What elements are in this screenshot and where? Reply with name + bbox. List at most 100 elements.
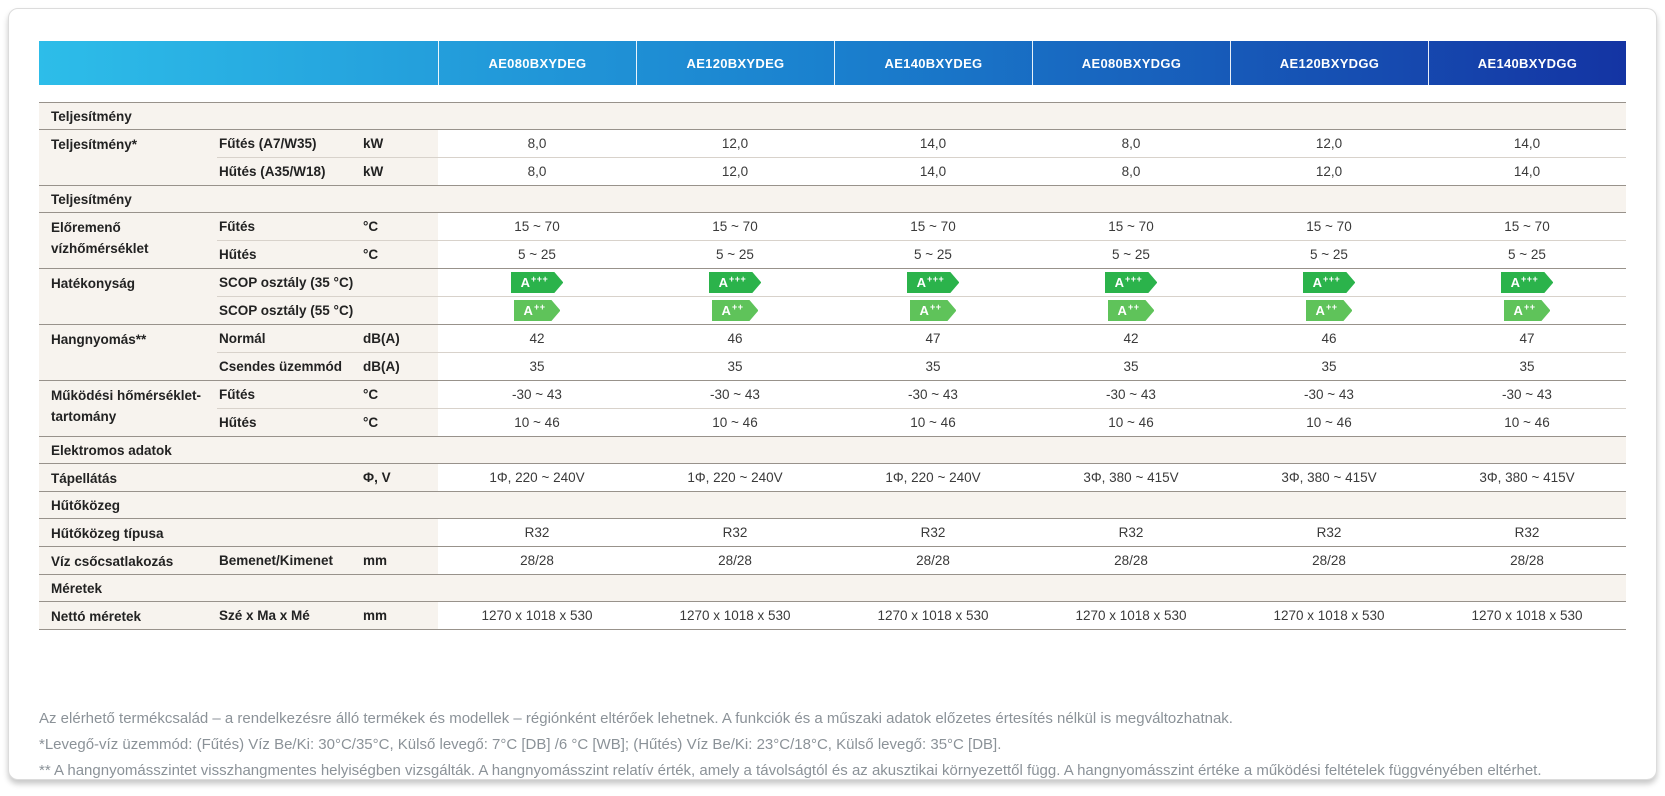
value-cell: 10 ~ 46 (1306, 415, 1352, 430)
section-label: Hűtőközeg (51, 497, 120, 513)
value-cell: 10 ~ 46 (910, 415, 956, 430)
value-cell: -30 ~ 43 (512, 387, 562, 402)
value-cell: 12,0 (721, 136, 749, 151)
spec-group: Hangnyomás** Normál dB(A) 42 46 47 42 46 47 Csend… (39, 324, 1626, 380)
value-cell: -30 ~ 43 (1502, 387, 1552, 402)
group-label: Hangnyomás** (39, 325, 217, 380)
value-cell: 10 ~ 46 (514, 415, 560, 430)
spec-row: Normál dB(A) 42 46 47 42 46 47 (217, 325, 1626, 352)
sub-label: Fűtés (217, 213, 363, 240)
spec-group: Teljesítmény* Fűtés (A7/W35) kW 8,0 12,0 14,0… (39, 129, 1626, 185)
sub-label: Bemenet/Kimenet (217, 547, 363, 574)
table-header: AE080BXYDEG AE120BXYDEG AE140BXYDEG AE080BX… (39, 41, 1626, 85)
spec-row: Bemenet/Kimenet mm 28/28 28/28 28/28 28/28 28/… (217, 547, 1626, 574)
value-cell: 12,0 (1315, 136, 1343, 151)
value-cell: 28/28 (520, 553, 554, 568)
section-label: Elektromos adatok (51, 442, 172, 458)
group-label: Hatékonyság (39, 269, 217, 324)
value-cell: 14,0 (1513, 136, 1541, 151)
unit-label (363, 269, 438, 296)
value-cell: 1270 x 1018 x 530 (1471, 608, 1583, 623)
energy-rating-badge: A +++ (1501, 272, 1554, 293)
value-cell: 46 (1321, 331, 1337, 346)
spec-group: Előremenő vízhőmérséklet Fűtés °C 15 ~ 70 15… (39, 212, 1626, 268)
sub-label: Csendes üzemmód (217, 353, 363, 380)
spec-row: Hűtés °C 5 ~ 25 5 ~ 25 5 ~ 25 5 ~ 25 5 ~ 25 5 ~… (217, 240, 1626, 268)
spec-row: Fűtés °C 15 ~ 70 15 ~ 70 15 ~ 70 15 ~ 70 15 ~ … (217, 213, 1626, 240)
unit-label: dB(A) (363, 325, 438, 352)
value-cell: 1270 x 1018 x 530 (679, 608, 791, 623)
spec-row: Fűtés (A7/W35) kW 8,0 12,0 14,0 8,0 12,0 14,0 (217, 130, 1626, 157)
value-cell: 3Φ, 380 ~ 415V (1083, 470, 1179, 485)
value-cell: 3Φ, 380 ~ 415V (1281, 470, 1377, 485)
spec-row: Szé x Ma x Mé mm 1270 x 1018 x 530 1270 x 1… (217, 602, 1626, 629)
footnotes: Az elérhető termékcsalád – a rendelkezés… (39, 706, 1626, 779)
sub-label: Fűtés (217, 381, 363, 408)
sub-label (217, 519, 363, 546)
spec-row: Hűtés (A35/W18) kW 8,0 12,0 14,0 8,0 12,0 14,0 (217, 157, 1626, 185)
section-row: Elektromos adatok (39, 436, 1626, 463)
group-label: Teljesítmény* (39, 130, 217, 185)
value-cell: 8,0 (527, 136, 547, 151)
sub-rows: Φ, V 1Φ, 220 ~ 240V 1Φ, 220 ~ 240V 1Φ, 220 … (217, 464, 1626, 491)
value-cell: A ++ (1032, 300, 1230, 321)
value-cell: 12,0 (721, 164, 749, 179)
unit-label: kW (363, 130, 438, 157)
value-cell: 8,0 (1121, 164, 1141, 179)
value-cell: A ++ (1230, 300, 1428, 321)
value-cell: 1Φ, 220 ~ 240V (489, 470, 585, 485)
sub-label: Hűtés (A35/W18) (217, 158, 363, 185)
sub-rows: Fűtés °C 15 ~ 70 15 ~ 70 15 ~ 70 15 ~ 70 15 ~ … (217, 213, 1626, 268)
energy-rating-badge: A +++ (1303, 272, 1356, 293)
spec-row: Hűtés °C 10 ~ 46 10 ~ 46 10 ~ 46 10 ~ 46 10 ~ … (217, 408, 1626, 436)
value-cell: 5 ~ 25 (1310, 247, 1348, 262)
value-cell: 28/28 (1114, 553, 1148, 568)
value-cell: 1270 x 1018 x 530 (877, 608, 989, 623)
value-cell: 28/28 (1312, 553, 1346, 568)
model-header-cell: AE120BXYDGG (1230, 41, 1428, 85)
footnote-availability: Az elérhető termékcsalád – a rendelkezés… (39, 710, 1233, 727)
value-cell: 35 (1321, 359, 1337, 374)
unit-label: °C (363, 409, 438, 436)
value-cell: 8,0 (527, 164, 547, 179)
value-cell: 10 ~ 46 (712, 415, 758, 430)
value-cell: 35 (1123, 359, 1139, 374)
sub-label: Hűtés (217, 241, 363, 268)
sub-label: Hűtés (217, 409, 363, 436)
group-label: Tápellátás (39, 464, 217, 491)
section-row: Teljesítmény (39, 185, 1626, 212)
spec-row: Φ, V 1Φ, 220 ~ 240V 1Φ, 220 ~ 240V 1Φ, 220 … (217, 464, 1626, 491)
footnote-test-conditions: *Levegő-víz üzemmód: (Fűtés) Víz Be/Ki: … (39, 736, 1002, 753)
sub-label: Szé x Ma x Mé (217, 602, 363, 629)
value-cell: 15 ~ 70 (1108, 219, 1154, 234)
value-cell: 35 (529, 359, 545, 374)
value-cell: 5 ~ 25 (716, 247, 754, 262)
sub-label (217, 464, 363, 491)
sub-rows: Fűtés °C -30 ~ 43 -30 ~ 43 -30 ~ 43 -30 ~ 43 -… (217, 381, 1626, 436)
energy-rating-badge: A +++ (1105, 272, 1158, 293)
section-row: Teljesítmény (39, 102, 1626, 129)
value-cell: A +++ (438, 272, 636, 293)
energy-rating-badge: A ++ (910, 300, 957, 321)
section-label: Méretek (51, 580, 103, 596)
value-cell: 15 ~ 70 (712, 219, 758, 234)
value-cell: R32 (920, 525, 946, 540)
unit-label: °C (363, 241, 438, 268)
energy-rating-badge: A ++ (1108, 300, 1155, 321)
spec-row: SCOP osztály (55 °C) A ++ A ++ A ++ A ++ A ++ A ++ (217, 296, 1626, 324)
model-header-cell: AE140BXYDGG (1428, 41, 1626, 85)
unit-label: kW (363, 158, 438, 185)
group-label: Nettó méretek (39, 602, 217, 629)
section-row: Hűtőközeg (39, 491, 1626, 518)
value-cell: R32 (1118, 525, 1144, 540)
section-label: Teljesítmény (51, 108, 132, 124)
spec-table-body: Teljesítmény Teljesítmény* Fűtés (A7/W35) k… (39, 102, 1626, 630)
value-cell: 35 (1519, 359, 1535, 374)
value-cell: 14,0 (919, 136, 947, 151)
value-cell: 12,0 (1315, 164, 1343, 179)
value-cell: 47 (925, 331, 941, 346)
value-cell: -30 ~ 43 (908, 387, 958, 402)
value-cell: -30 ~ 43 (1106, 387, 1156, 402)
energy-rating-badge: A ++ (1306, 300, 1353, 321)
energy-rating-badge: A +++ (511, 272, 564, 293)
